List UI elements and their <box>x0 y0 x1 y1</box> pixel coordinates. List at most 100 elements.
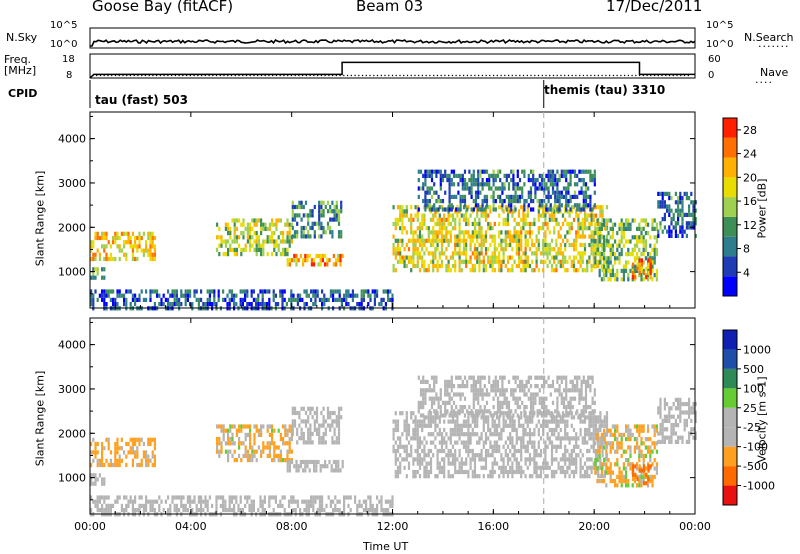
velocity-cell-region-7 <box>551 379 555 384</box>
velocity-cell-region-5 <box>228 503 231 508</box>
power-cell-region-8 <box>622 222 625 227</box>
velocity-cell-region-6 <box>416 419 419 424</box>
power-cell-region-0 <box>151 235 154 241</box>
power-cell-region-7 <box>479 207 482 212</box>
power-cell-region-6 <box>520 255 523 260</box>
power-cell-region-7 <box>468 178 471 183</box>
power-cell-region-6 <box>462 242 466 248</box>
velocity-cell-region-7 <box>499 392 502 397</box>
power-cell-region-8 <box>596 239 599 244</box>
power-cell-region-5 <box>189 302 192 307</box>
nave-point <box>309 74 311 77</box>
power-cell-region-2 <box>242 235 245 240</box>
power-cell-region-7 <box>470 186 473 191</box>
power-cell-region-10 <box>688 225 691 230</box>
velocity-cell-region-4 <box>335 419 338 424</box>
power-cell-region-7 <box>551 190 555 195</box>
power-cell-region-6 <box>583 213 587 218</box>
power-cell-region-7 <box>558 203 561 208</box>
velocity-cell-region-6 <box>487 415 490 420</box>
velocity-cell-region-6 <box>460 457 463 462</box>
power-cell-region-6 <box>520 242 523 248</box>
velocity-cell-region-4 <box>329 423 332 428</box>
power-cell-region-6 <box>462 234 466 239</box>
nave-point <box>474 74 476 77</box>
power-cell-region-7 <box>450 182 453 187</box>
power-cell-region-3 <box>286 258 289 263</box>
power-cell-region-7 <box>543 178 546 183</box>
velocity-cell-region-3 <box>330 464 333 469</box>
power-cell-region-7 <box>430 173 434 178</box>
power-cell-region-0 <box>136 244 139 249</box>
velocity-cell-region-2 <box>279 437 282 442</box>
power-cell-region-6 <box>429 238 433 243</box>
power-cell-region-6 <box>517 259 521 264</box>
velocity-cell-region-7 <box>485 400 489 405</box>
power-cell-region-6 <box>520 238 523 243</box>
velocity-cell-region-5 <box>237 508 240 513</box>
power-cell-region-4 <box>331 230 334 235</box>
velocity-cell-region-7 <box>538 375 541 380</box>
power-cell-region-7 <box>536 199 539 204</box>
power-cell-region-6 <box>566 230 569 235</box>
velocity-cell-region-6 <box>443 440 446 445</box>
velocity-cell-region-7 <box>591 409 594 414</box>
velocity-cell-region-4 <box>307 440 310 445</box>
velocity-cell-region-6 <box>465 448 468 454</box>
velocity-cell-region-6 <box>434 444 437 449</box>
velocity-cell-region-6 <box>599 440 602 445</box>
power-cell-region-0 <box>94 235 97 241</box>
nave-point <box>346 74 349 77</box>
power-cell-region-6 <box>438 251 441 256</box>
power-cell-region-6 <box>559 251 562 256</box>
power-cell-region-6 <box>592 259 595 264</box>
velocity-cell-region-6 <box>526 444 529 449</box>
power-cell-region-7 <box>424 199 427 204</box>
power-cell-region-2 <box>253 222 256 227</box>
power-cell-region-6 <box>500 238 503 243</box>
velocity-cell-region-5 <box>259 503 262 508</box>
power-cell-region-5 <box>255 302 258 307</box>
velocity-cell-region-7 <box>543 413 546 418</box>
power-cell-region-7 <box>593 190 596 195</box>
velocity-cell-region-0 <box>151 462 154 468</box>
power-cell-region-5 <box>246 289 249 294</box>
velocity-cell-region-2 <box>238 428 241 433</box>
velocity-cell-region-5 <box>112 503 115 508</box>
power-cell-region-5 <box>105 293 108 298</box>
power-cell-region-6 <box>559 209 562 214</box>
power-cell-region-7 <box>532 178 535 183</box>
power-cell-region-7 <box>455 207 458 212</box>
velocity-cell-region-6 <box>570 469 573 475</box>
nave-point <box>429 74 431 77</box>
power-cell-region-6 <box>458 255 461 260</box>
power-cell-region-6 <box>500 230 503 235</box>
velocity-cell-region-7 <box>551 384 555 389</box>
power-cell-region-6 <box>537 242 540 248</box>
power-cell-region-7 <box>582 194 585 199</box>
velocity-cell-region-6 <box>546 444 549 449</box>
power-cell-region-8 <box>622 243 625 248</box>
power-cell-region-7 <box>549 178 552 183</box>
power-cell-region-6 <box>414 263 417 269</box>
velocity-cell-region-6 <box>550 453 554 458</box>
power-cell-region-2 <box>240 231 243 236</box>
velocity-cell-region-6 <box>458 453 461 458</box>
power-cell-region-6 <box>465 217 468 222</box>
velocity-cell-region-6 <box>544 457 547 462</box>
velocity-cell-region-5 <box>318 495 321 500</box>
velocity-cell-region-7 <box>565 405 568 410</box>
power-cell-region-6 <box>550 247 554 252</box>
nave-point <box>103 74 105 77</box>
power-cell-region-6 <box>504 247 507 252</box>
power-cell-region-5 <box>92 297 95 302</box>
velocity-cell-region-6 <box>526 419 529 424</box>
velocity-cell-region-0 <box>153 441 156 447</box>
velocity-cell-region-5 <box>206 508 209 513</box>
power-cell-region-6 <box>465 238 468 243</box>
power-cell-region-6 <box>572 247 576 252</box>
velocity-cell-region-6 <box>495 415 499 420</box>
power-cell-region-10 <box>672 217 675 222</box>
velocity-cell-region-7 <box>591 379 594 384</box>
velocity-cell-region-7 <box>437 396 440 401</box>
